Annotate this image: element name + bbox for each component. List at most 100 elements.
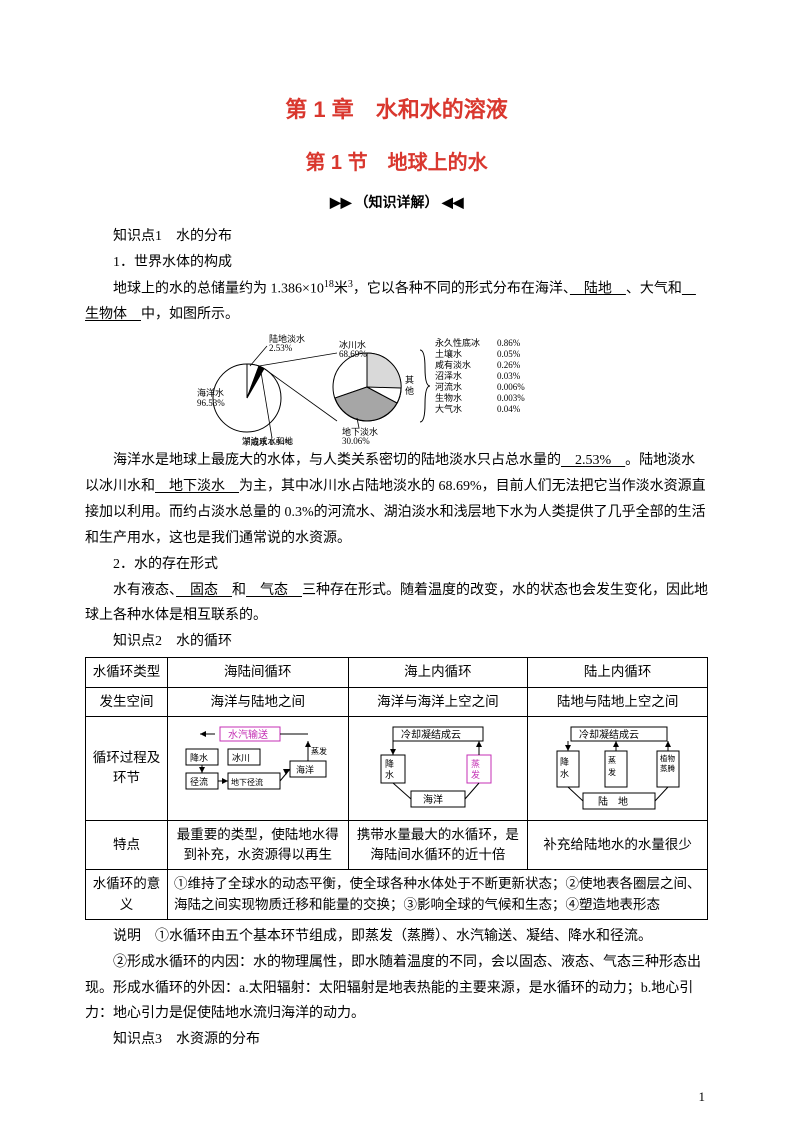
svg-text:海洋: 海洋	[296, 764, 314, 775]
svg-text:永久性底冰: 永久性底冰	[435, 337, 480, 348]
svg-text:沼泽水: 沼泽水	[435, 370, 462, 381]
table-cell: 海洋与陆地之间	[168, 687, 349, 716]
text: 中，如图所示。	[141, 307, 239, 322]
table-cell-diagram: 冷却凝结成云 降 水 蒸 发 植物 蒸腾 陆 地	[528, 716, 708, 820]
table-row: 特点 最重要的类型，使陆地水得到补充，水资源得以再生 携带水量最大的水循环，是海…	[86, 820, 708, 870]
svg-text:发: 发	[608, 767, 616, 777]
svg-text:0.03%: 0.03%	[497, 371, 521, 381]
table-cell: 发生空间	[86, 687, 168, 716]
svg-text:其: 其	[405, 375, 414, 385]
kp1-para2: 海洋水是地球上最庞大的水体，与人类关系密切的陆地淡水只占总水量的 2.53% 。…	[85, 448, 708, 552]
svg-text:0.003%: 0.003%	[497, 393, 525, 403]
blank-fill: 地下淡水	[155, 479, 239, 494]
table-row: 发生空间 海洋与陆地之间 海洋与海洋上空之间 陆地与陆地上空之间	[86, 687, 708, 716]
text: 米	[334, 281, 348, 296]
table-cell: 特点	[86, 820, 168, 870]
table-cell: 循环过程及环节	[86, 716, 168, 820]
kp1-sub2: 2．水的存在形式	[85, 552, 708, 578]
note-1: 说明 ①水循环由五个基本环节组成，即蒸发（蒸腾）、水汽输送、凝结、降水和径流。	[85, 924, 708, 950]
svg-text:下咸水 0.94%: 下咸水 0.94%	[242, 437, 292, 447]
svg-text:冷却凝结成云: 冷却凝结成云	[401, 728, 461, 741]
kp1-para1: 地球上的水的总储量约为 1.386×1018米3，它以各种不同的形式分布在海洋、…	[85, 276, 708, 328]
svg-text:冷却凝结成云: 冷却凝结成云	[579, 728, 639, 741]
note-2: ②形成水循环的内因：水的物理属性，即水随着温度的不同，会以固态、液态、气态三种形…	[85, 950, 708, 1028]
svg-text:咸有淡水: 咸有淡水	[435, 359, 471, 370]
exponent: 18	[324, 279, 334, 290]
blank-fill: 气态	[246, 583, 302, 598]
table-cell: 陆地与陆地上空之间	[528, 687, 708, 716]
svg-text:降水: 降水	[190, 752, 208, 763]
table-cell: 海上内循环	[348, 658, 528, 687]
svg-text:蒸: 蒸	[608, 755, 616, 765]
svg-text:降: 降	[560, 756, 569, 767]
svg-text:30.06%: 30.06%	[342, 436, 370, 446]
svg-text:水: 水	[385, 769, 394, 780]
svg-text:水汽输送: 水汽输送	[228, 728, 268, 741]
svg-text:地下径流: 地下径流	[231, 777, 263, 787]
text: 和	[232, 583, 246, 598]
table-cell: 水循环类型	[86, 658, 168, 687]
svg-text:0.05%: 0.05%	[497, 349, 521, 359]
kp1-sub1: 1．世界水体的构成	[85, 250, 708, 276]
svg-text:0.006%: 0.006%	[497, 382, 525, 392]
text: ，它以各种不同的形式分布在海洋、	[353, 281, 570, 296]
svg-text:0.86%: 0.86%	[497, 338, 521, 348]
cycle-diagram-a: 水汽输送 降水 冰川 径流 地下径流 海洋	[180, 721, 335, 816]
cycle-diagram-c: 冷却凝结成云 降 水 蒸 发 植物 蒸腾 陆 地	[543, 721, 693, 816]
svg-text:冰川: 冰川	[232, 752, 250, 763]
svg-text:蒸发: 蒸发	[311, 746, 327, 756]
table-cell: 陆上内循环	[528, 658, 708, 687]
kp1-heading: 知识点1 水的分布	[85, 224, 708, 250]
svg-text:大气水: 大气水	[435, 403, 462, 414]
table-cell: 海洋与海洋上空之间	[348, 687, 528, 716]
blank-fill: 2.53%	[561, 453, 625, 468]
svg-text:陆 地: 陆 地	[598, 795, 628, 808]
blank-fill: 陆地	[570, 281, 626, 296]
svg-text:蒸腾: 蒸腾	[660, 763, 675, 773]
svg-text:水: 水	[560, 768, 569, 779]
table-cell-diagram: 冷却凝结成云 降 水 蒸 发 海洋	[348, 716, 528, 820]
table-cell: 补充给陆地水的水量很少	[528, 820, 708, 870]
table-row: 水循环类型 海陆间循环 海上内循环 陆上内循环	[86, 658, 708, 687]
table-row: 循环过程及环节 水汽输送 降水 冰川 径流 地下径流 海洋	[86, 716, 708, 820]
kp1-para3: 水有液态、 固态 和 气态 三种存在形式。随着温度的改变，水的状态也会发生变化，…	[85, 578, 708, 630]
svg-text:降: 降	[385, 758, 394, 769]
ribbon-label: （知识详解）	[352, 190, 442, 216]
ribbon-heading: ▶▶（知识详解）▶▶	[85, 190, 708, 216]
svg-text:蒸: 蒸	[471, 758, 480, 769]
text: 地球上的水的总储量约为 1.386×10	[113, 281, 324, 296]
triangle-icon: ▶▶	[442, 190, 464, 216]
table-cell: 海陆间循环	[168, 658, 349, 687]
text: 水有液态、	[113, 583, 176, 598]
svg-text:海洋水: 海洋水	[197, 387, 224, 398]
blank-fill: 固态	[176, 583, 232, 598]
svg-text:发: 发	[471, 769, 480, 780]
svg-text:土壤水: 土壤水	[435, 348, 462, 359]
svg-text:0.04%: 0.04%	[497, 404, 521, 414]
svg-text:2.53%: 2.53%	[269, 343, 293, 353]
svg-text:河流水: 河流水	[435, 381, 462, 392]
water-distribution-figure: 陆地淡水 2.53% 海洋水 96.53% 湖泊咸水和地 下咸水 0.94% 冰…	[187, 328, 607, 448]
svg-text:植物: 植物	[660, 753, 675, 763]
table-cell: 水循环的意义	[86, 870, 168, 920]
table-cell: 最重要的类型，使陆地水得到补充，水资源得以再生	[168, 820, 349, 870]
svg-text:96.53%: 96.53%	[197, 398, 225, 408]
table-cell: ①维持了全球水的动态平衡，使全球各种水体处于不断更新状态；②使地表各圈层之间、海…	[168, 870, 708, 920]
triangle-icon: ▶▶	[330, 190, 352, 216]
water-cycle-table: 水循环类型 海陆间循环 海上内循环 陆上内循环 发生空间 海洋与陆地之间 海洋与…	[85, 657, 708, 920]
svg-text:生物水: 生物水	[435, 392, 462, 403]
text: 、大气和	[626, 281, 682, 296]
table-cell-diagram: 水汽输送 降水 冰川 径流 地下径流 海洋	[168, 716, 349, 820]
kp2-heading: 知识点2 水的循环	[85, 629, 708, 655]
chapter-title: 第 1 章 水和水的溶液	[85, 90, 708, 131]
table-cell: 携带水量最大的水循环，是海陆间水循环的近十倍	[348, 820, 528, 870]
svg-text:68.69%: 68.69%	[339, 349, 367, 359]
text: 海洋水是地球上最庞大的水体，与人类关系密切的陆地淡水只占总水量的	[113, 453, 561, 468]
cycle-diagram-b: 冷却凝结成云 降 水 蒸 发 海洋	[363, 721, 513, 816]
svg-text:0.26%: 0.26%	[497, 360, 521, 370]
svg-text:径流: 径流	[190, 776, 208, 787]
table-row: 水循环的意义 ①维持了全球水的动态平衡，使全球各种水体处于不断更新状态；②使地表…	[86, 870, 708, 920]
svg-text:他: 他	[405, 385, 414, 396]
page-number: 1	[699, 1085, 706, 1109]
kp3-heading: 知识点3 水资源的分布	[85, 1027, 708, 1053]
